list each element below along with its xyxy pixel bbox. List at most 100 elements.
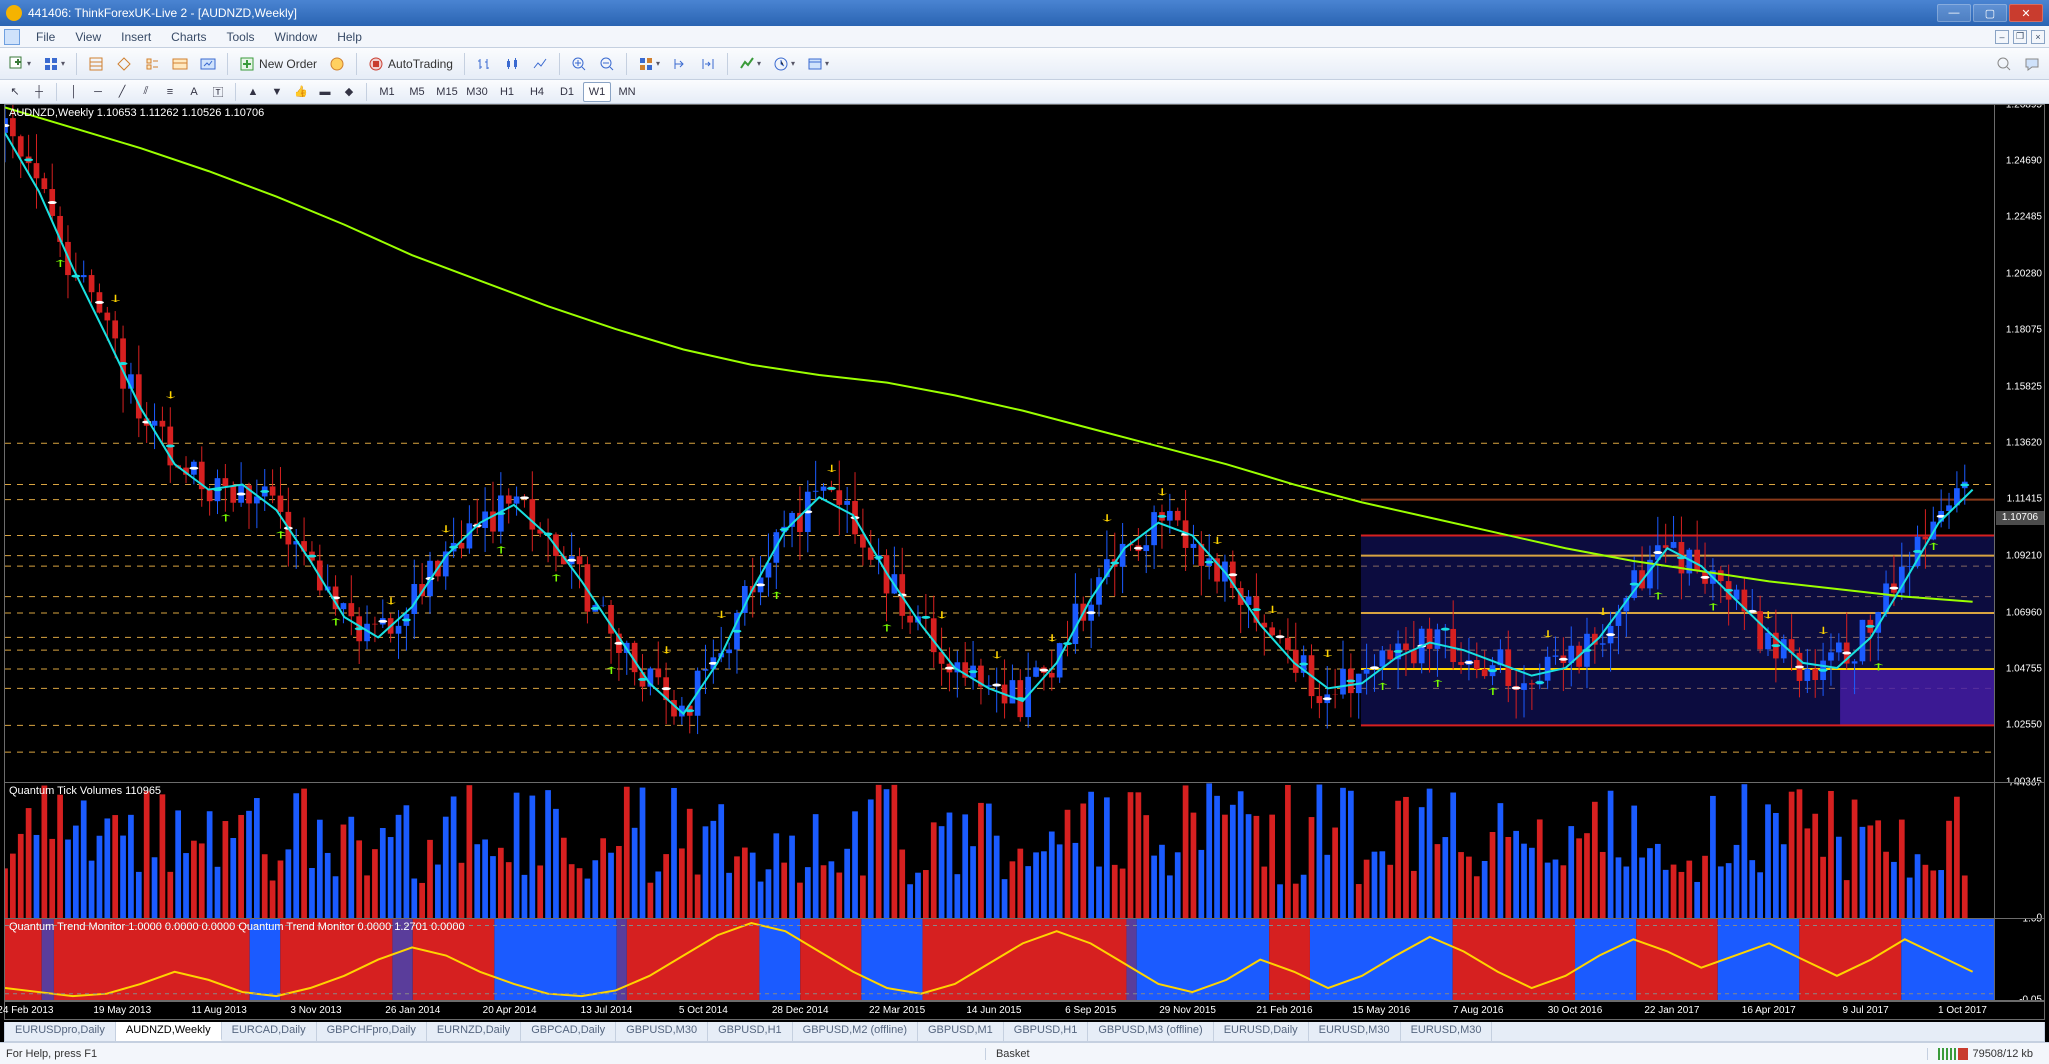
- timeframe-h4-button[interactable]: H4: [523, 82, 551, 102]
- chart-tab[interactable]: GBPUSD,M2 (offline): [793, 1022, 918, 1041]
- autotrading-button[interactable]: AutoTrading: [363, 52, 458, 76]
- fibo-button[interactable]: ≡: [159, 82, 181, 102]
- chart-tab[interactable]: GBPUSD,M30: [616, 1022, 708, 1041]
- cursor-button[interactable]: ↖: [4, 82, 26, 102]
- timeframe-h1-button[interactable]: H1: [493, 82, 521, 102]
- trendline-button[interactable]: ╱: [111, 82, 133, 102]
- mdi-restore-button[interactable]: ❐: [2013, 30, 2027, 44]
- chart-tab[interactable]: EURUSD,M30: [1401, 1022, 1493, 1041]
- zoom-in-button[interactable]: [566, 52, 592, 76]
- timeframe-d1-button[interactable]: D1: [553, 82, 581, 102]
- menu-tools[interactable]: Tools: [217, 28, 265, 46]
- chart-tab[interactable]: EURCAD,Daily: [222, 1022, 317, 1041]
- bar-chart-button[interactable]: [471, 52, 497, 76]
- thumbs-button[interactable]: 👍: [290, 82, 312, 102]
- timeframe-mn-button[interactable]: MN: [613, 82, 641, 102]
- svg-text:↓: ↓: [1538, 626, 1556, 640]
- timeframe-w1-button[interactable]: W1: [583, 82, 611, 102]
- chart-tab[interactable]: EURUSD,M30: [1309, 1022, 1401, 1041]
- profiles-button[interactable]: [38, 52, 70, 76]
- templates-button[interactable]: [802, 52, 834, 76]
- trend-pane[interactable]: Quantum Trend Monitor 1.0000 0.0000 0.00…: [5, 919, 2044, 1001]
- text-button[interactable]: A: [183, 82, 205, 102]
- data-window-button[interactable]: [111, 52, 137, 76]
- minimize-button[interactable]: —: [1937, 4, 1971, 22]
- chart-tab[interactable]: GBPCHFpro,Daily: [317, 1022, 427, 1041]
- rect-button[interactable]: ▬: [314, 82, 336, 102]
- chat-button[interactable]: [2019, 52, 2045, 76]
- auto-scroll-button[interactable]: [633, 52, 665, 76]
- search-button[interactable]: [1991, 52, 2017, 76]
- time-xtick: 30 Oct 2016: [1548, 1005, 1602, 1016]
- zoom-out-button[interactable]: [594, 52, 620, 76]
- chart-tab[interactable]: EURNZD,Daily: [427, 1022, 521, 1041]
- svg-text:↑: ↑: [216, 510, 234, 524]
- arrow-down-button[interactable]: ▼: [266, 82, 288, 102]
- price-pane[interactable]: AUDNZD,Weekly 1.10653 1.11262 1.10526 1.…: [5, 105, 2044, 783]
- market-watch-button[interactable]: [83, 52, 109, 76]
- svg-text:↓: ↓: [1153, 484, 1171, 498]
- svg-text:↑: ↑: [1869, 659, 1887, 673]
- svg-text:↑: ↑: [1924, 539, 1942, 553]
- menu-window[interactable]: Window: [265, 28, 328, 46]
- chart-tab[interactable]: GBPUSD,M3 (offline): [1088, 1022, 1213, 1041]
- chart-tab[interactable]: AUDNZD,Weekly: [116, 1022, 222, 1041]
- time-xtick: 14 Jun 2015: [966, 1005, 1021, 1016]
- menu-view[interactable]: View: [65, 28, 111, 46]
- autotrading-label: AutoTrading: [388, 57, 453, 71]
- line-chart-button[interactable]: [527, 52, 553, 76]
- status-mid: Basket: [985, 1048, 1040, 1060]
- metaquotes-button[interactable]: [324, 52, 350, 76]
- timeframe-m5-button[interactable]: M5: [403, 82, 431, 102]
- timeframe-m30-button[interactable]: M30: [463, 82, 491, 102]
- strategy-tester-button[interactable]: [195, 52, 221, 76]
- menu-insert[interactable]: Insert: [111, 28, 161, 46]
- indicators-button[interactable]: [734, 52, 766, 76]
- mdi-minimize-button[interactable]: –: [1995, 30, 2009, 44]
- volume-pane[interactable]: Quantum Tick Volumes 110965 7446870: [5, 783, 2044, 919]
- svg-text:↓: ↓: [932, 607, 950, 621]
- chart-tab[interactable]: GBPCAD,Daily: [521, 1022, 616, 1041]
- text-label-button[interactable]: 🅃: [207, 82, 229, 102]
- chart-tab[interactable]: GBPUSD,H1: [708, 1022, 793, 1041]
- titlebar: 441406: ThinkForexUK-Live 2 - [AUDNZD,We…: [0, 0, 2049, 26]
- svg-text:↓: ↓: [988, 647, 1006, 661]
- equidistant-button[interactable]: ⫽: [135, 82, 157, 102]
- trend-yaxis: 1.05-0.05: [1994, 919, 2044, 1000]
- terminal-button[interactable]: [167, 52, 193, 76]
- crosshair-button[interactable]: ┼: [28, 82, 50, 102]
- periodicity-button[interactable]: [768, 52, 800, 76]
- arrow-up-button[interactable]: ▲: [242, 82, 264, 102]
- timeframe-m1-button[interactable]: M1: [373, 82, 401, 102]
- shapes-button[interactable]: ◆: [338, 82, 360, 102]
- price-ytick: 1.18075: [2006, 324, 2042, 335]
- menu-help[interactable]: Help: [327, 28, 372, 46]
- chart-tab[interactable]: EURUSDpro,Daily: [5, 1022, 116, 1041]
- menubar: FileViewInsertChartsToolsWindowHelp – ❐ …: [0, 26, 2049, 48]
- chart-tab[interactable]: GBPUSD,H1: [1004, 1022, 1089, 1041]
- new-order-button[interactable]: New Order: [234, 52, 322, 76]
- timeframe-m15-button[interactable]: M15: [433, 82, 461, 102]
- svg-text:↓: ↓: [381, 593, 399, 607]
- chart-shift-button[interactable]: [667, 52, 693, 76]
- menu-file[interactable]: File: [26, 28, 65, 46]
- drawing-toolbar: ↖ ┼ │ ─ ╱ ⫽ ≡ A 🅃 ▲ ▼ 👍 ▬ ◆ M1M5M15M30H1…: [0, 80, 2049, 104]
- statusbar: For Help, press F1 Basket 79508/12 kb: [0, 1042, 2049, 1064]
- vline-button[interactable]: │: [63, 82, 85, 102]
- time-xtick: 5 Oct 2014: [679, 1005, 728, 1016]
- chart-tab[interactable]: GBPUSD,M1: [918, 1022, 1004, 1041]
- candle-chart-button[interactable]: [499, 52, 525, 76]
- chart-tab[interactable]: EURUSD,Daily: [1214, 1022, 1309, 1041]
- shift-end-button[interactable]: [695, 52, 721, 76]
- hline-button[interactable]: ─: [87, 82, 109, 102]
- new-chart-button[interactable]: [4, 52, 36, 76]
- menu-charts[interactable]: Charts: [161, 28, 216, 46]
- maximize-button[interactable]: ▢: [1973, 4, 2007, 22]
- close-button[interactable]: ✕: [2009, 4, 2043, 22]
- time-xtick: 19 May 2013: [93, 1005, 151, 1016]
- time-xtick: 16 Apr 2017: [1742, 1005, 1796, 1016]
- navigator-button[interactable]: [139, 52, 165, 76]
- svg-text:↓: ↓: [106, 290, 124, 304]
- mdi-close-button[interactable]: ×: [2031, 30, 2045, 44]
- window-title: 441406: ThinkForexUK-Live 2 - [AUDNZD,We…: [28, 6, 297, 20]
